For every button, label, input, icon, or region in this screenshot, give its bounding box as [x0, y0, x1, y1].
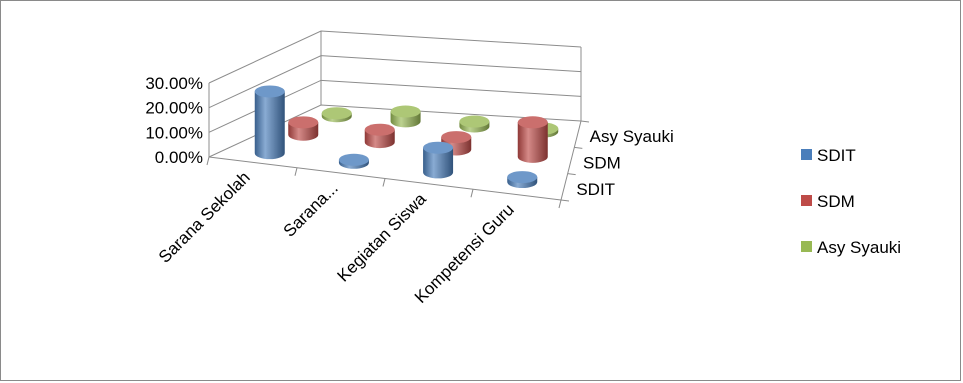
category-tick-0: [206, 156, 210, 166]
bar-top: [390, 105, 421, 118]
y-tick-label-0: 0.00%: [155, 148, 203, 167]
floor-right-edge: [560, 120, 582, 201]
bar-body: [423, 147, 454, 179]
bar-asy-syauki-sarana-sekolah: [321, 107, 352, 123]
bar-sdit-kegiatan-siswa: [423, 141, 454, 179]
depth-label-sdm: SDM: [583, 154, 621, 173]
category-label-kompetensi-guru: Kompetensi Guru: [411, 200, 518, 307]
bar-top: [441, 131, 472, 144]
legend-swatch-sdm: [801, 195, 812, 206]
depth-label-asy-syauki: Asy Syauki: [590, 127, 674, 146]
y-tick-label-1: 10.00%: [145, 123, 203, 142]
bar-sdit-sarana: [338, 153, 369, 169]
legend-swatch-asy-syauki: [801, 241, 812, 252]
bar-asy-syauki-sarana: [390, 105, 421, 128]
depth-tick-2: [574, 146, 583, 149]
category-tick-1: [294, 167, 298, 176]
bar-sdm-kompetensi-guru: [517, 116, 548, 163]
y-tick-label-2: 20.00%: [145, 99, 203, 118]
category-label-sarana-sekolah: Sarana Sekolah: [155, 168, 254, 267]
bar-top: [288, 116, 319, 129]
category-tick-4: [558, 199, 562, 209]
depth-label-sdit: SDIT: [576, 180, 615, 199]
bar-asy-syauki-kegiatan-siswa: [459, 115, 490, 133]
bar-sdm-sarana-sekolah: [288, 116, 319, 141]
bar-sdit-sarana-sekolah: [254, 85, 285, 160]
category-tick-3: [470, 189, 474, 198]
bar-top: [254, 85, 285, 98]
category-label-kegiatan-siswa: Kegiatan Siswa: [334, 189, 431, 286]
category-label-sarana: Sarana...: [280, 179, 342, 241]
legend-label-sdit: SDIT: [817, 146, 856, 165]
bar-top: [364, 123, 395, 136]
bar-top: [423, 141, 454, 154]
chart-walls: [206, 30, 590, 209]
gridline-3: [208, 30, 582, 84]
bar-body: [254, 91, 285, 160]
legend-swatch-sdit: [801, 149, 812, 160]
bar-top: [338, 153, 369, 166]
bar-sdit-kompetensi-guru: [507, 171, 538, 189]
legend-label-sdm: SDM: [817, 192, 855, 211]
legend-label-asy-syauki: Asy Syauki: [817, 238, 901, 257]
bar-top: [321, 107, 352, 120]
depth-tick-3: [580, 120, 590, 123]
chart-legend: SDIT SDM Asy Syauki: [801, 146, 901, 257]
bar-top: [517, 116, 548, 129]
depth-tick-0: [560, 199, 570, 202]
y-tick-label-3: 30.00%: [145, 74, 203, 93]
bar-body: [517, 122, 548, 163]
bar-sdm-sarana: [364, 123, 395, 149]
bar-top: [507, 171, 538, 184]
category-tick-2: [382, 178, 386, 187]
bar-top: [459, 115, 490, 128]
depth-tick-1: [567, 173, 576, 176]
chart-marks: [254, 85, 559, 189]
